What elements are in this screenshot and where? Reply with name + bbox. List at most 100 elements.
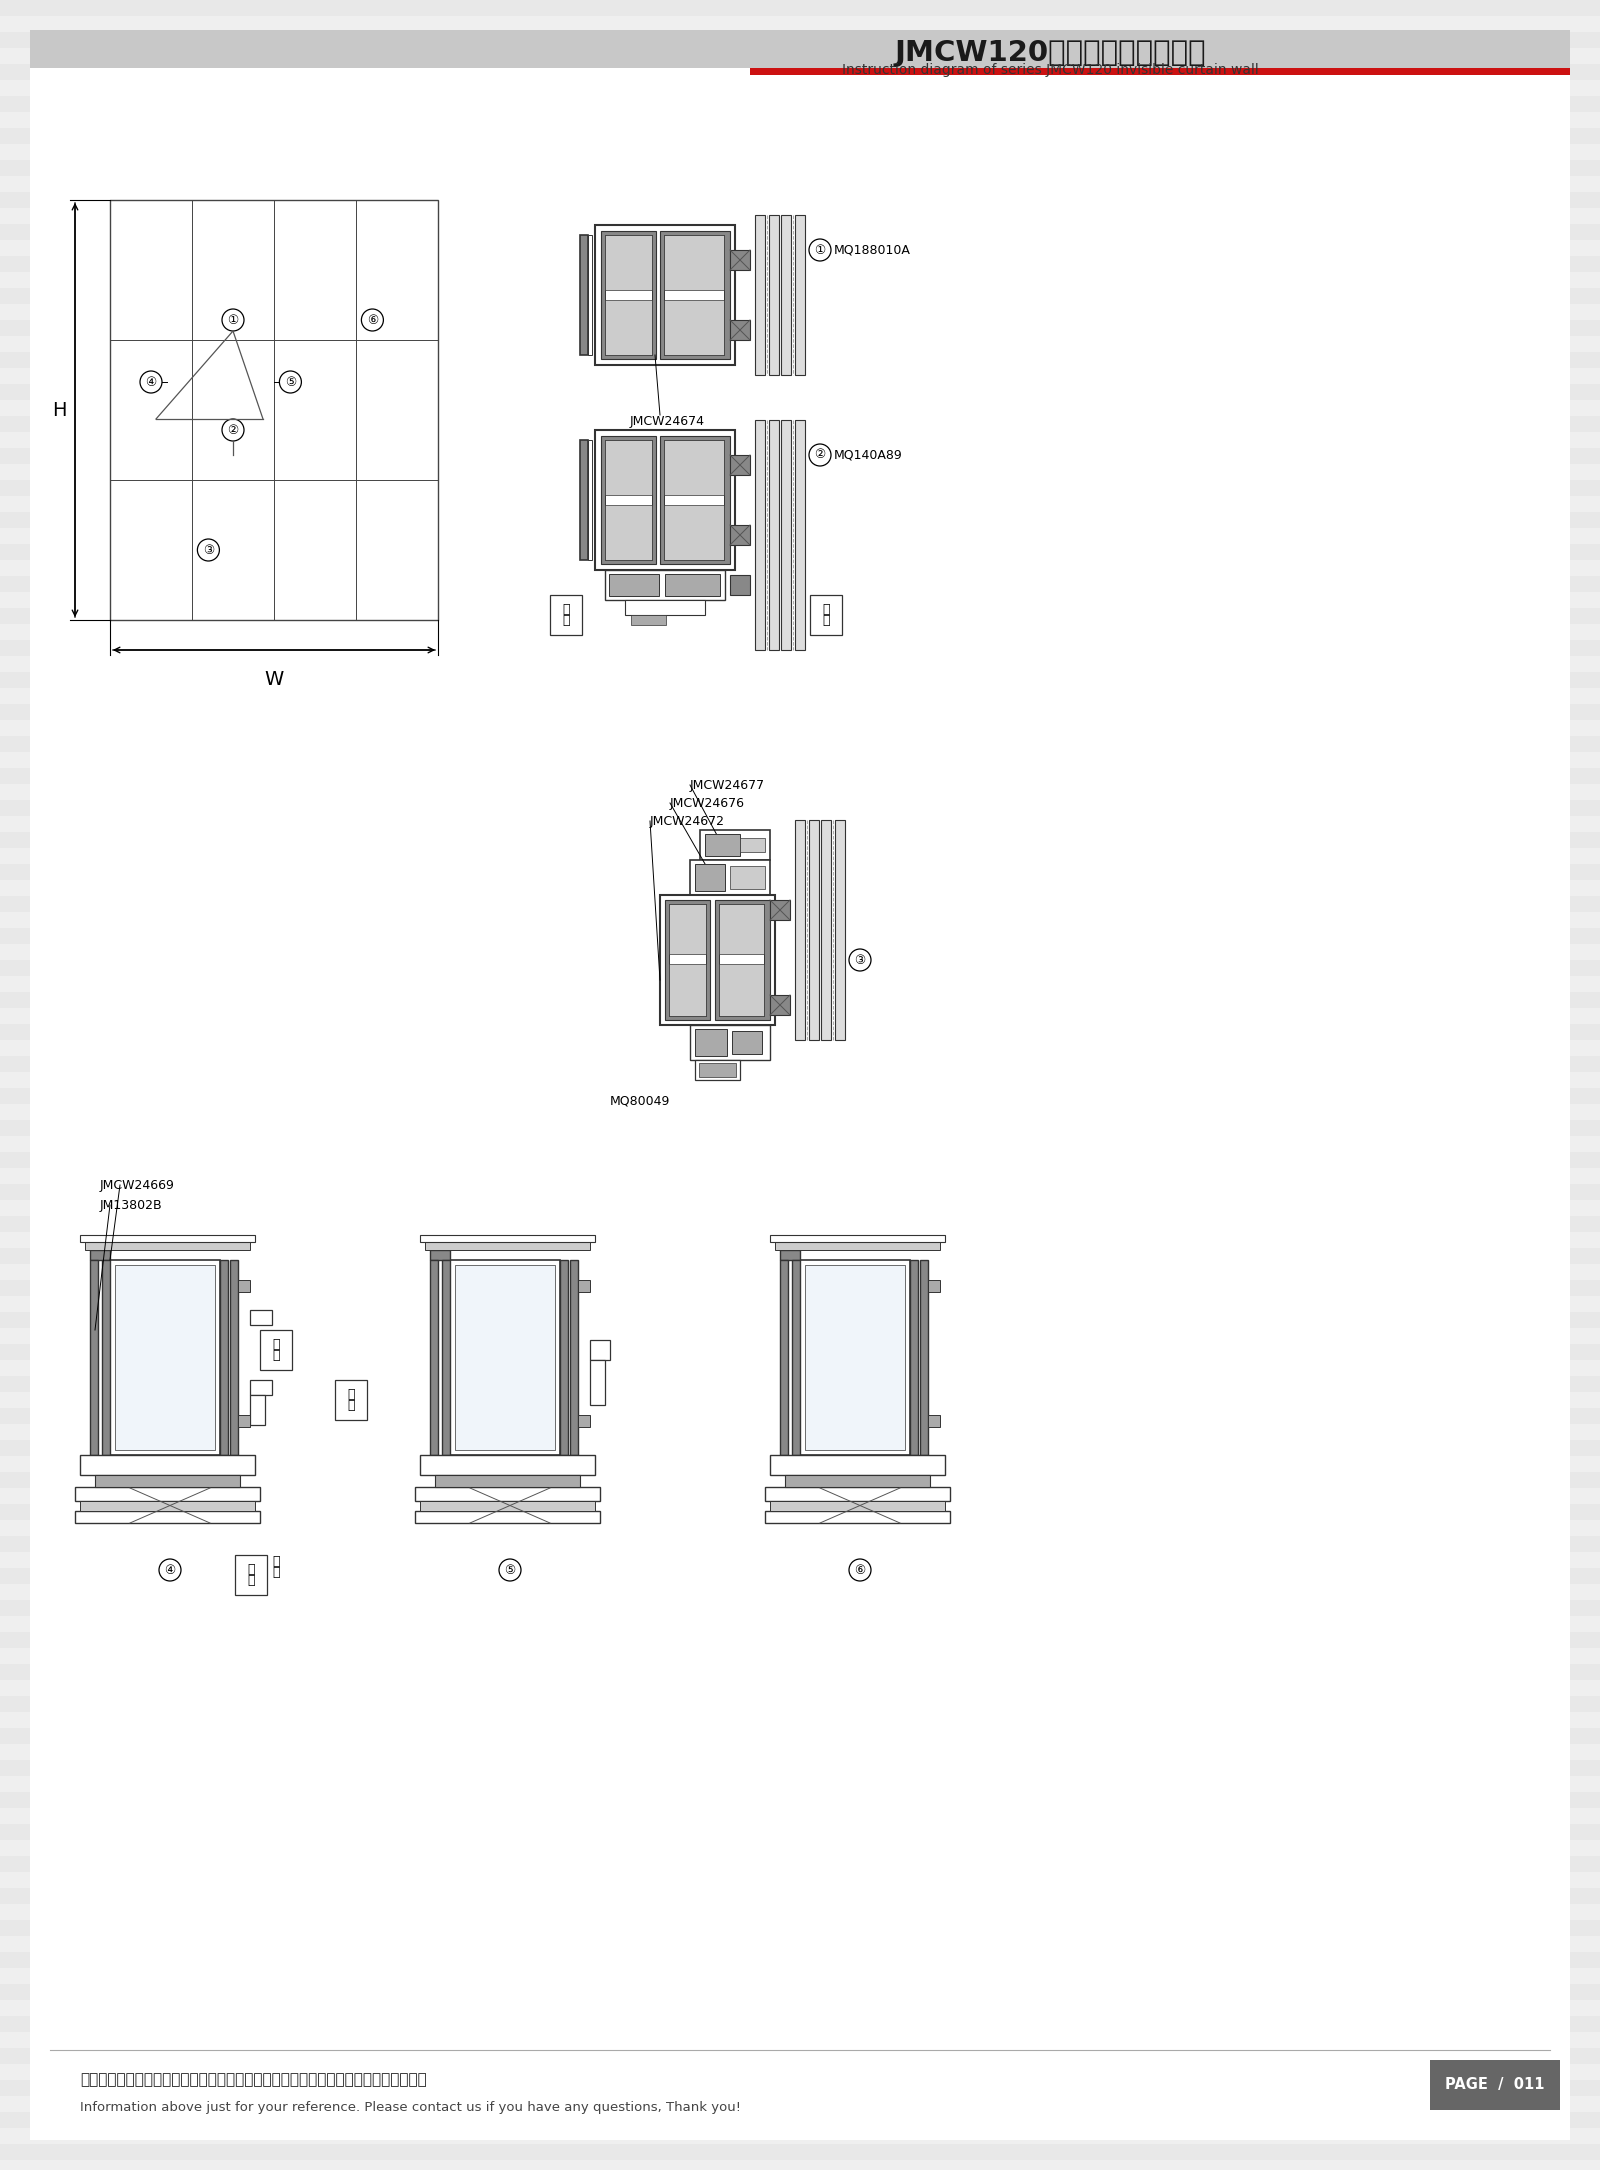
Bar: [450, 1261, 560, 1456]
Bar: [0, 1057, 1600, 1072]
Text: 室
内: 室 内: [347, 1389, 355, 1413]
Bar: [699, 1063, 736, 1076]
Bar: [795, 215, 805, 375]
Bar: [0, 497, 1600, 512]
Bar: [0, 0, 1600, 15]
Bar: [666, 901, 710, 1020]
Bar: [0, 736, 1600, 753]
Bar: [80, 1235, 254, 1241]
Bar: [0, 1424, 1600, 1441]
Bar: [792, 1261, 800, 1456]
Bar: [701, 829, 770, 859]
Bar: [259, 1330, 291, 1369]
Bar: [730, 250, 750, 269]
Bar: [0, 1313, 1600, 1328]
Bar: [810, 595, 842, 636]
Bar: [0, 352, 1600, 369]
Bar: [430, 1261, 438, 1456]
Bar: [454, 1265, 555, 1450]
Bar: [0, 1840, 1600, 1855]
Bar: [0, 2096, 1600, 2111]
Bar: [0, 992, 1600, 1009]
Bar: [75, 1486, 259, 1502]
Bar: [0, 271, 1600, 289]
Bar: [605, 506, 653, 560]
Bar: [0, 1873, 1600, 1888]
Bar: [755, 215, 765, 375]
Bar: [669, 905, 706, 1016]
Bar: [664, 441, 723, 495]
Bar: [0, 1185, 1600, 1200]
Bar: [733, 1031, 762, 1055]
Bar: [730, 319, 750, 341]
Bar: [0, 608, 1600, 625]
Bar: [0, 1888, 1600, 1903]
Text: 室
内: 室 内: [272, 1337, 280, 1363]
Bar: [0, 592, 1600, 608]
Bar: [0, 1920, 1600, 1936]
Bar: [739, 838, 765, 853]
Bar: [442, 1261, 450, 1456]
Text: ⑥: ⑥: [366, 312, 378, 326]
Bar: [0, 1248, 1600, 1263]
Bar: [80, 1456, 254, 1476]
Bar: [0, 63, 1600, 80]
Bar: [0, 399, 1600, 417]
Bar: [0, 1712, 1600, 1727]
Bar: [0, 1039, 1600, 1057]
Bar: [0, 673, 1600, 688]
Bar: [238, 1415, 250, 1428]
Bar: [0, 1391, 1600, 1408]
Bar: [0, 801, 1600, 816]
Bar: [0, 1519, 1600, 1536]
Bar: [75, 1510, 259, 1523]
Bar: [0, 1680, 1600, 1697]
Bar: [770, 996, 790, 1016]
Bar: [0, 2001, 1600, 2016]
Bar: [774, 1241, 941, 1250]
Bar: [0, 881, 1600, 896]
Bar: [0, 1024, 1600, 1039]
Bar: [0, 2048, 1600, 2064]
Bar: [928, 1280, 941, 1291]
Bar: [0, 625, 1600, 640]
Bar: [0, 976, 1600, 992]
Bar: [0, 1808, 1600, 1825]
Bar: [781, 421, 790, 651]
Bar: [718, 963, 765, 1016]
Bar: [694, 864, 725, 892]
Bar: [0, 1617, 1600, 1632]
Text: 室
外: 室 外: [248, 1562, 254, 1586]
Bar: [590, 1341, 610, 1361]
Bar: [0, 959, 1600, 976]
Text: JMCW24669: JMCW24669: [99, 1178, 174, 1191]
Bar: [605, 234, 653, 356]
Bar: [85, 1241, 250, 1250]
Bar: [0, 688, 1600, 703]
Bar: [560, 1261, 568, 1456]
Bar: [0, 464, 1600, 480]
Bar: [770, 421, 779, 651]
Text: ②: ②: [814, 449, 826, 462]
Bar: [605, 441, 653, 560]
Bar: [589, 234, 592, 356]
Text: MQ140A89: MQ140A89: [834, 449, 902, 462]
Bar: [605, 571, 725, 599]
Bar: [664, 506, 723, 560]
Bar: [0, 1953, 1600, 1968]
Bar: [0, 319, 1600, 336]
Bar: [730, 575, 750, 595]
Text: JMCW24676: JMCW24676: [670, 796, 746, 809]
Bar: [0, 753, 1600, 768]
Text: W: W: [264, 671, 283, 690]
Bar: [0, 369, 1600, 384]
Bar: [718, 905, 765, 955]
Bar: [0, 640, 1600, 655]
Bar: [0, 1775, 1600, 1792]
Bar: [800, 1261, 910, 1456]
Bar: [0, 289, 1600, 304]
Bar: [910, 1261, 918, 1456]
Bar: [0, 2111, 1600, 2129]
Text: MQ188010A: MQ188010A: [834, 243, 910, 256]
Bar: [0, 1280, 1600, 1295]
